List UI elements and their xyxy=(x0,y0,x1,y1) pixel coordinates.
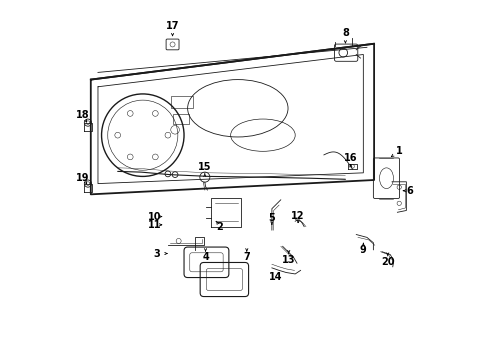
Text: 8: 8 xyxy=(342,28,349,38)
Text: 18: 18 xyxy=(76,111,89,121)
Text: 1: 1 xyxy=(396,146,403,156)
Bar xyxy=(173,114,190,125)
Text: 2: 2 xyxy=(217,222,223,231)
Text: 10: 10 xyxy=(148,212,161,221)
Text: 11: 11 xyxy=(148,220,161,230)
Text: 4: 4 xyxy=(202,252,209,262)
Text: 19: 19 xyxy=(76,173,89,183)
Bar xyxy=(172,96,193,108)
Text: 7: 7 xyxy=(244,252,250,262)
Text: 3: 3 xyxy=(154,248,161,258)
Text: 13: 13 xyxy=(282,255,295,265)
Text: 6: 6 xyxy=(407,186,414,196)
Text: 9: 9 xyxy=(360,245,367,255)
Text: 20: 20 xyxy=(381,257,394,267)
Text: 15: 15 xyxy=(198,162,212,172)
Text: 5: 5 xyxy=(269,213,275,222)
Text: 17: 17 xyxy=(166,21,179,31)
Text: 14: 14 xyxy=(269,272,282,282)
Text: 12: 12 xyxy=(292,211,305,221)
Text: 16: 16 xyxy=(344,153,358,163)
